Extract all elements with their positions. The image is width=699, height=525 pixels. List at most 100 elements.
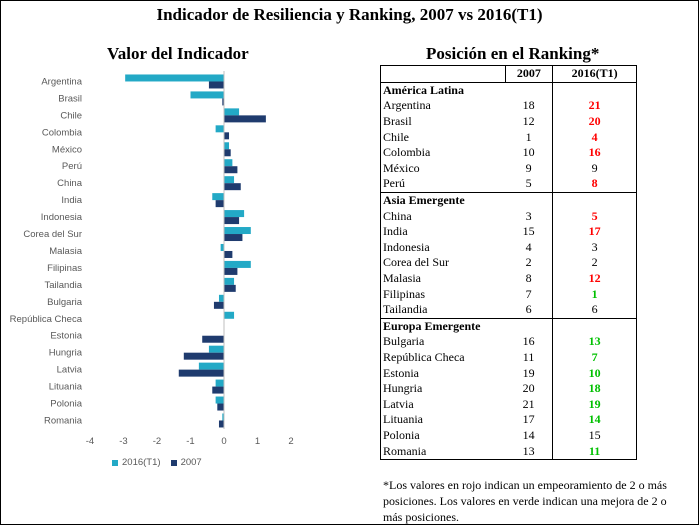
bar-2007 — [224, 149, 231, 157]
region-empty-cell — [552, 191, 637, 209]
rank-2007-cell: 11 — [522, 349, 535, 364]
rank-2007-cell: 9 — [525, 160, 532, 175]
bar-2016 — [224, 227, 251, 235]
x-tick-label: -2 — [153, 436, 161, 447]
legend-swatch-2016 — [112, 459, 118, 466]
bar-2007 — [208, 81, 224, 89]
chart-legend: 2016(T1) 2007 — [112, 457, 202, 468]
bar-2016 — [218, 294, 224, 302]
table-row: India 15 17 — [381, 223, 637, 240]
rank-2016-cell: 9 — [552, 160, 637, 177]
bar-2007 — [224, 115, 266, 123]
country-cell: China — [383, 208, 412, 223]
rank-2016-cell: 14 — [552, 412, 637, 428]
rank-2016-cell: 4 — [552, 129, 637, 145]
rank-2016-cell: 17 — [552, 223, 637, 240]
category-label: Indonesia — [41, 212, 83, 223]
bar-2016 — [220, 243, 224, 251]
bar-2007 — [224, 250, 233, 258]
x-tick-label: -3 — [119, 436, 127, 447]
region-empty-cell — [552, 81, 637, 99]
country-cell: Malasia — [383, 271, 421, 286]
country-cell: Polonia — [383, 427, 420, 442]
country-cell: Estonia — [383, 365, 419, 380]
country-cell: Colombia — [383, 145, 431, 160]
rank-2016-cell: 6 — [552, 301, 637, 318]
country-cell: Chile — [383, 129, 409, 144]
rank-2007-cell: 10 — [522, 145, 535, 160]
bar-2016 — [224, 210, 245, 218]
category-label: Bulgaria — [47, 297, 83, 308]
bar-2016 — [212, 193, 224, 201]
table-row: China 3 5 — [381, 208, 637, 224]
rank-2007-cell: 4 — [525, 239, 532, 254]
rank-2016-cell: 13 — [552, 334, 637, 350]
header-2007: 2007 — [504, 65, 554, 83]
country-cell: Romania — [383, 443, 427, 458]
table-title: Posición en el Ranking* — [426, 44, 600, 63]
x-tick-label: -1 — [186, 436, 194, 447]
footnote: *Los valores en rojo indican un empeoram… — [383, 478, 667, 524]
bar-2016 — [224, 108, 240, 116]
bar-2007 — [212, 386, 224, 394]
bar-2007 — [215, 200, 224, 208]
country-cell: Latvia — [383, 396, 414, 411]
x-tick-label: 1 — [255, 436, 260, 447]
table-row: Malasia 8 12 — [381, 270, 637, 287]
category-label: Latvia — [57, 365, 83, 376]
bar-2016 — [224, 260, 251, 268]
rank-2016-cell: 15 — [552, 427, 637, 444]
category-label: Chile — [60, 110, 82, 121]
region-label: Europa Emergente — [380, 317, 505, 335]
category-label: Tailandia — [45, 280, 83, 291]
ranking-table: 2007 2016(T1) América Latina Argentina 18 2… — [380, 65, 637, 460]
bar-2016 — [222, 413, 224, 421]
region-row: Asia Emergente — [380, 191, 637, 209]
country-cell: Hungria — [383, 381, 423, 396]
table-row: México 9 9 — [381, 160, 637, 177]
table-row: Colombia 10 16 — [381, 144, 637, 161]
rank-2007-cell: 12 — [522, 114, 535, 129]
region-label: América Latina — [380, 81, 505, 99]
bar-2016 — [224, 176, 235, 184]
header-2016: 2016(T1) — [552, 65, 637, 83]
country-cell: India — [383, 224, 408, 239]
figure-title: Indicador de Resiliencia y Ranking, 2007… — [156, 5, 543, 24]
rank-2007-cell: 21 — [522, 396, 535, 411]
category-label: Perú — [62, 161, 82, 172]
category-label: República Checa — [10, 314, 83, 325]
table-row: Argentina 18 21 — [381, 98, 637, 114]
rank-2016-cell: 11 — [552, 443, 637, 460]
rank-2007-cell: 20 — [522, 381, 535, 396]
category-label: Filipinas — [47, 263, 82, 274]
bar-2007 — [222, 98, 224, 106]
region-row: Europa Emergente — [380, 317, 637, 335]
table-row: Chile 1 4 — [381, 129, 637, 145]
category-label: Hungria — [49, 348, 83, 359]
rank-2007-cell: 18 — [522, 98, 535, 113]
rank-2007-cell: 8 — [525, 271, 532, 286]
country-cell: Bulgaria — [383, 334, 425, 349]
category-label: Argentina — [41, 76, 82, 87]
rank-2016-cell: 10 — [552, 365, 637, 381]
rank-2016-cell: 1 — [552, 286, 637, 302]
country-cell: Lituania — [383, 412, 423, 427]
rank-2007-cell: 3 — [525, 208, 532, 223]
bar-2007 — [224, 234, 243, 242]
bar-2007 — [202, 335, 224, 343]
bar-2007 — [224, 217, 240, 225]
table-row: Brasil 12 20 — [381, 113, 637, 130]
region-empty-cell — [505, 81, 553, 99]
bar-2007 — [178, 369, 224, 377]
rank-2007-cell: 7 — [525, 286, 532, 301]
country-cell: México — [383, 160, 420, 175]
bar-2007 — [224, 166, 238, 174]
table-row: Indonesia 4 3 — [381, 239, 637, 256]
bar-2016 — [190, 91, 224, 99]
bar-2007 — [217, 403, 224, 411]
country-cell: Corea del Sur — [383, 255, 449, 270]
chart-title: Valor del Indicador — [107, 44, 249, 63]
country-cell: Perú — [383, 176, 405, 191]
rank-2007-cell: 2 — [525, 255, 532, 270]
header-country — [380, 65, 506, 83]
